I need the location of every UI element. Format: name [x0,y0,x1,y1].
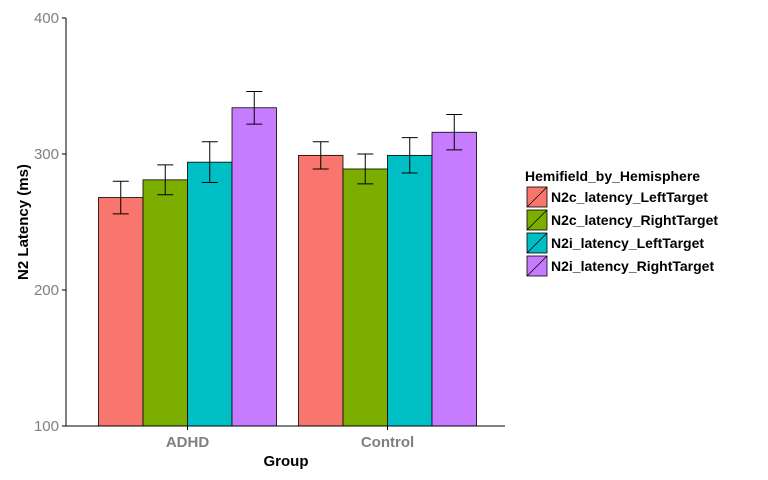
legend-key-slash [526,255,548,277]
legend-key-slash [526,186,548,208]
bar [342,168,388,427]
bar [187,161,233,427]
legend-label: N2c_latency_RightTarget [551,212,718,228]
legend-label: N2c_latency_LeftTarget [551,189,708,205]
y-ticks: 100 200 300 400 [34,10,66,435]
plot-area [98,90,477,427]
x-tick-label: Control [361,434,414,451]
bar [431,131,477,427]
x-tick-label: ADHD [166,434,209,451]
y-tick-label: 200 [34,282,59,299]
y-tick-label: 100 [34,418,59,435]
x-axis-title: Group [264,453,309,470]
bar [387,154,433,427]
bar [98,197,144,427]
legend-title: Hemifield_by_Hemisphere [525,168,700,184]
bar [298,154,344,427]
legend-label: N2i_latency_RightTarget [551,258,714,274]
y-axis-title: N2 Latency (ms) [15,164,32,280]
y-tick-label: 400 [34,10,59,27]
legend: Hemifield_by_Hemisphere N2c_latency_Left… [525,168,718,277]
axes [65,18,505,427]
legend-key-slash [526,232,548,254]
bar [142,179,188,427]
x-ticks: ADHD Control [166,426,414,451]
y-tick-label: 300 [34,146,59,163]
bar [231,107,277,427]
legend-label: N2i_latency_LeftTarget [551,235,704,251]
legend-key-slash [526,209,548,231]
